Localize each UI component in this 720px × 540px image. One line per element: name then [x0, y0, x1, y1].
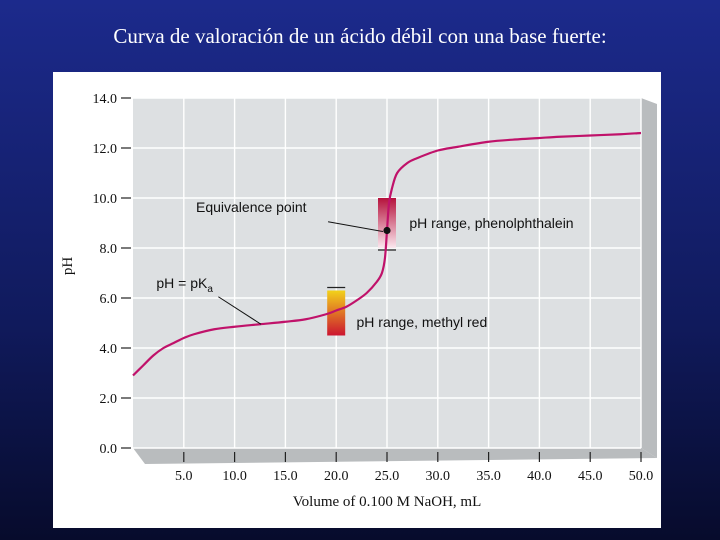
pka-leader-line [218, 296, 262, 325]
y-tick-label: 0.0 [100, 442, 118, 457]
x-tick-label: 15.0 [273, 469, 298, 484]
methyl-red-range-label: pH range, methyl red [357, 314, 488, 330]
plot-shadow-right [641, 98, 657, 458]
titration-figure: 0.0 2.0 4.0 6.0 8.0 10.0 12.0 14.0 5.0 10.0 15.0 2… [53, 72, 661, 528]
y-axis: 0.0 2.0 4.0 6.0 8.0 10.0 12.0 14.0 [93, 92, 131, 457]
gridlines [133, 97, 642, 449]
equivalence-point-marker [383, 226, 391, 235]
x-tick-label: 30.0 [426, 469, 451, 484]
plot-area-shadow [133, 98, 657, 464]
methyl-red-range-bar [327, 290, 346, 336]
equivalence-point-label: Equivalence point [196, 199, 307, 215]
titration-curve [132, 131, 642, 377]
y-tick-label: 8.0 [100, 242, 118, 257]
x-tick-label: 40.0 [527, 469, 552, 484]
plot-shadow-bottom [133, 448, 657, 464]
y-tick-label: 10.0 [93, 192, 118, 207]
x-tick-label: 20.0 [324, 469, 349, 484]
y-axis-title: pH [60, 257, 76, 276]
y-tick-label: 12.0 [93, 142, 118, 157]
y-tick-label: 14.0 [93, 92, 118, 107]
x-axis-title: Volume of 0.100 M NaOH, mL [293, 494, 481, 510]
titration-chart: 0.0 2.0 4.0 6.0 8.0 10.0 12.0 14.0 5.0 10.0 15.0 2… [60, 92, 657, 510]
phenolphthalein-range-label: pH range, phenolphthalein [409, 215, 573, 231]
y-tick-label: 4.0 [100, 342, 118, 357]
x-tick-label: 5.0 [175, 469, 193, 484]
x-axis: 5.0 10.0 15.0 20.0 25.0 30.0 35.0 40.0 45.0 50.0 [175, 452, 653, 484]
x-tick-label: 50.0 [629, 469, 654, 484]
y-tick-label: 2.0 [100, 392, 118, 407]
x-tick-label: 10.0 [222, 469, 247, 484]
pka-label: pH = pKa [156, 275, 213, 295]
slide-title: Curva de valoración de un ácido débil co… [113, 24, 607, 48]
pka-label-subscript: a [207, 284, 213, 295]
x-tick-label: 25.0 [375, 469, 400, 484]
pka-label-main: pH = pK [156, 275, 208, 291]
x-tick-label: 45.0 [578, 469, 603, 484]
x-tick-label: 35.0 [476, 469, 501, 484]
equivalence-leader-line [327, 221, 384, 232]
y-tick-label: 6.0 [100, 292, 118, 307]
